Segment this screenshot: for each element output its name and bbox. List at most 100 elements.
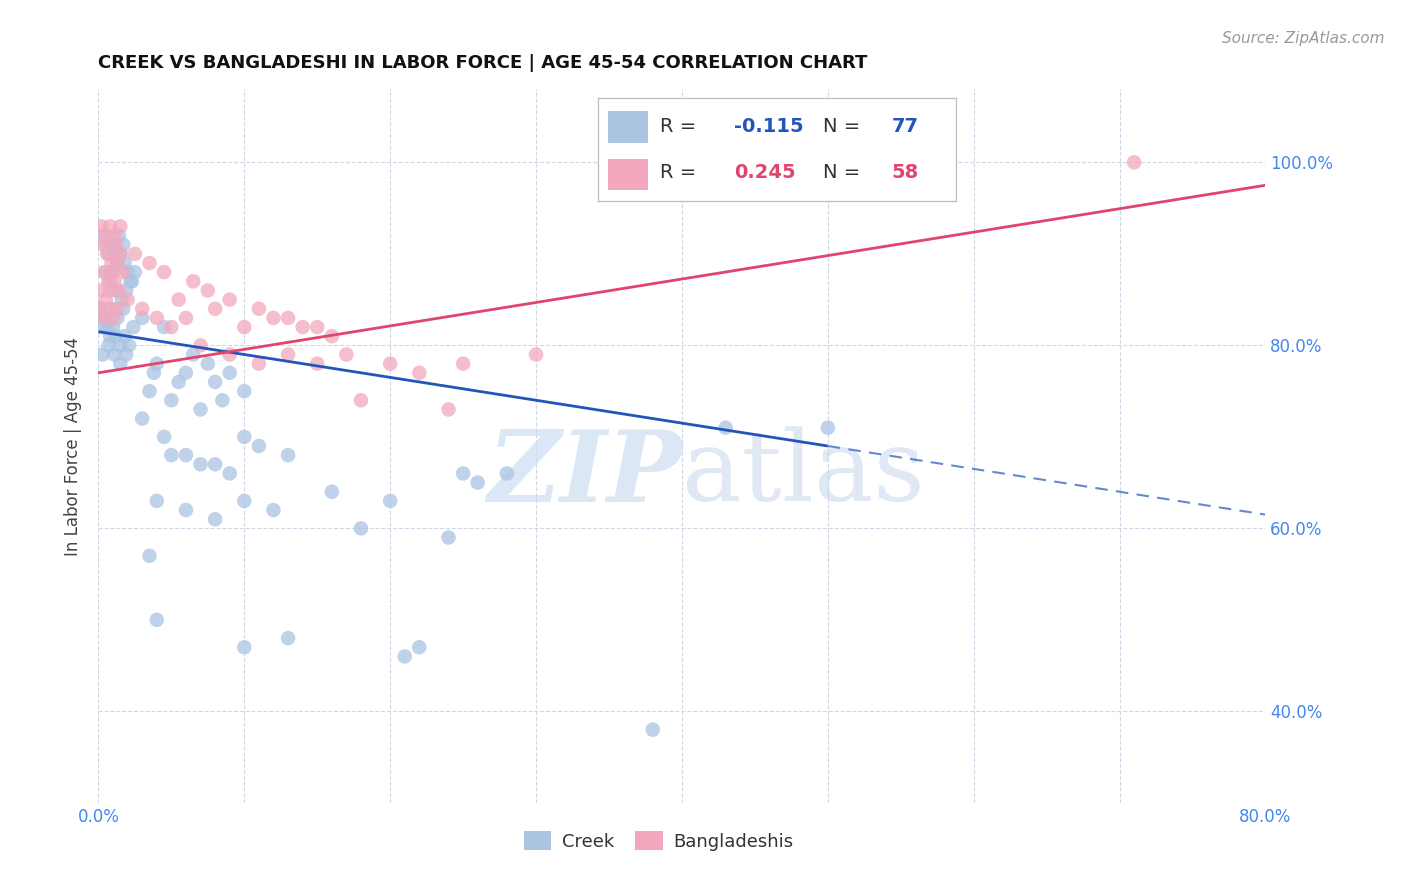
Point xyxy=(101,310,124,325)
Point xyxy=(94,265,117,279)
Point xyxy=(91,237,114,252)
Point xyxy=(218,347,240,361)
Point xyxy=(160,320,183,334)
Point xyxy=(114,329,136,343)
Point xyxy=(277,310,299,325)
Text: R =: R = xyxy=(661,163,703,182)
Point xyxy=(138,384,160,398)
Point xyxy=(89,301,111,316)
Point xyxy=(408,366,430,380)
Point xyxy=(100,256,122,270)
Point xyxy=(204,375,226,389)
Point xyxy=(451,357,474,371)
Point xyxy=(204,458,226,472)
Point xyxy=(101,237,124,252)
Point xyxy=(153,265,176,279)
Point xyxy=(174,310,197,325)
Point xyxy=(121,274,143,288)
Point xyxy=(146,613,169,627)
Point xyxy=(104,284,127,298)
Point xyxy=(233,494,256,508)
Point xyxy=(160,393,183,408)
Point xyxy=(114,256,136,270)
Point xyxy=(108,228,131,243)
Point xyxy=(437,531,460,545)
Point xyxy=(190,402,212,417)
Point xyxy=(262,503,284,517)
Point xyxy=(111,293,134,307)
Point xyxy=(218,366,240,380)
Point xyxy=(817,420,839,434)
Point xyxy=(524,347,547,361)
Point xyxy=(105,310,128,325)
Point xyxy=(91,347,114,361)
Point xyxy=(142,366,165,380)
Point xyxy=(90,320,112,334)
Point xyxy=(103,347,125,361)
Point xyxy=(204,301,226,316)
Text: CREEK VS BANGLADESHI IN LABOR FORCE | AGE 45-54 CORRELATION CHART: CREEK VS BANGLADESHI IN LABOR FORCE | AG… xyxy=(98,54,868,72)
Point xyxy=(98,219,121,234)
Point xyxy=(262,310,284,325)
Point xyxy=(112,265,135,279)
Point xyxy=(204,512,226,526)
Point xyxy=(98,274,121,288)
Point xyxy=(103,274,125,288)
Point xyxy=(496,467,519,481)
Point xyxy=(124,247,146,261)
Point xyxy=(321,484,343,499)
Point xyxy=(101,320,124,334)
Point xyxy=(110,247,132,261)
Point xyxy=(110,357,132,371)
Point xyxy=(167,375,190,389)
Point xyxy=(787,855,810,870)
Point xyxy=(97,338,120,352)
Point xyxy=(94,310,117,325)
Point xyxy=(103,228,125,243)
Point xyxy=(112,301,135,316)
Point xyxy=(105,256,128,270)
Point xyxy=(233,640,256,655)
Point xyxy=(146,310,169,325)
Text: atlas: atlas xyxy=(682,426,925,523)
Point xyxy=(350,521,373,535)
Point xyxy=(394,649,416,664)
Point xyxy=(100,301,122,316)
Text: 77: 77 xyxy=(891,117,918,136)
Point xyxy=(247,357,270,371)
Point xyxy=(233,384,256,398)
Point xyxy=(115,284,138,298)
Text: ZIP: ZIP xyxy=(486,426,682,523)
Point xyxy=(93,265,115,279)
Point xyxy=(117,265,139,279)
Point xyxy=(714,420,737,434)
Point xyxy=(181,274,204,288)
Point xyxy=(90,219,112,234)
Point xyxy=(153,320,176,334)
Point xyxy=(117,293,139,307)
Text: 58: 58 xyxy=(891,163,918,182)
Point xyxy=(233,320,256,334)
Point xyxy=(131,411,153,425)
Point xyxy=(160,448,183,462)
Point xyxy=(307,357,329,371)
Point xyxy=(277,631,299,645)
Point xyxy=(211,393,233,408)
Point xyxy=(218,293,240,307)
Point xyxy=(174,366,197,380)
Point xyxy=(167,293,190,307)
Point xyxy=(103,247,125,261)
Y-axis label: In Labor Force | Age 45-54: In Labor Force | Age 45-54 xyxy=(65,336,83,556)
Point xyxy=(115,347,138,361)
Point xyxy=(277,347,299,361)
Point xyxy=(110,247,132,261)
Point xyxy=(98,329,121,343)
Point xyxy=(124,265,146,279)
Text: N =: N = xyxy=(824,117,868,136)
Point xyxy=(247,301,270,316)
Text: -0.115: -0.115 xyxy=(734,117,803,136)
Point xyxy=(89,301,111,316)
FancyBboxPatch shape xyxy=(609,159,648,190)
Point xyxy=(138,256,160,270)
Point xyxy=(146,357,169,371)
